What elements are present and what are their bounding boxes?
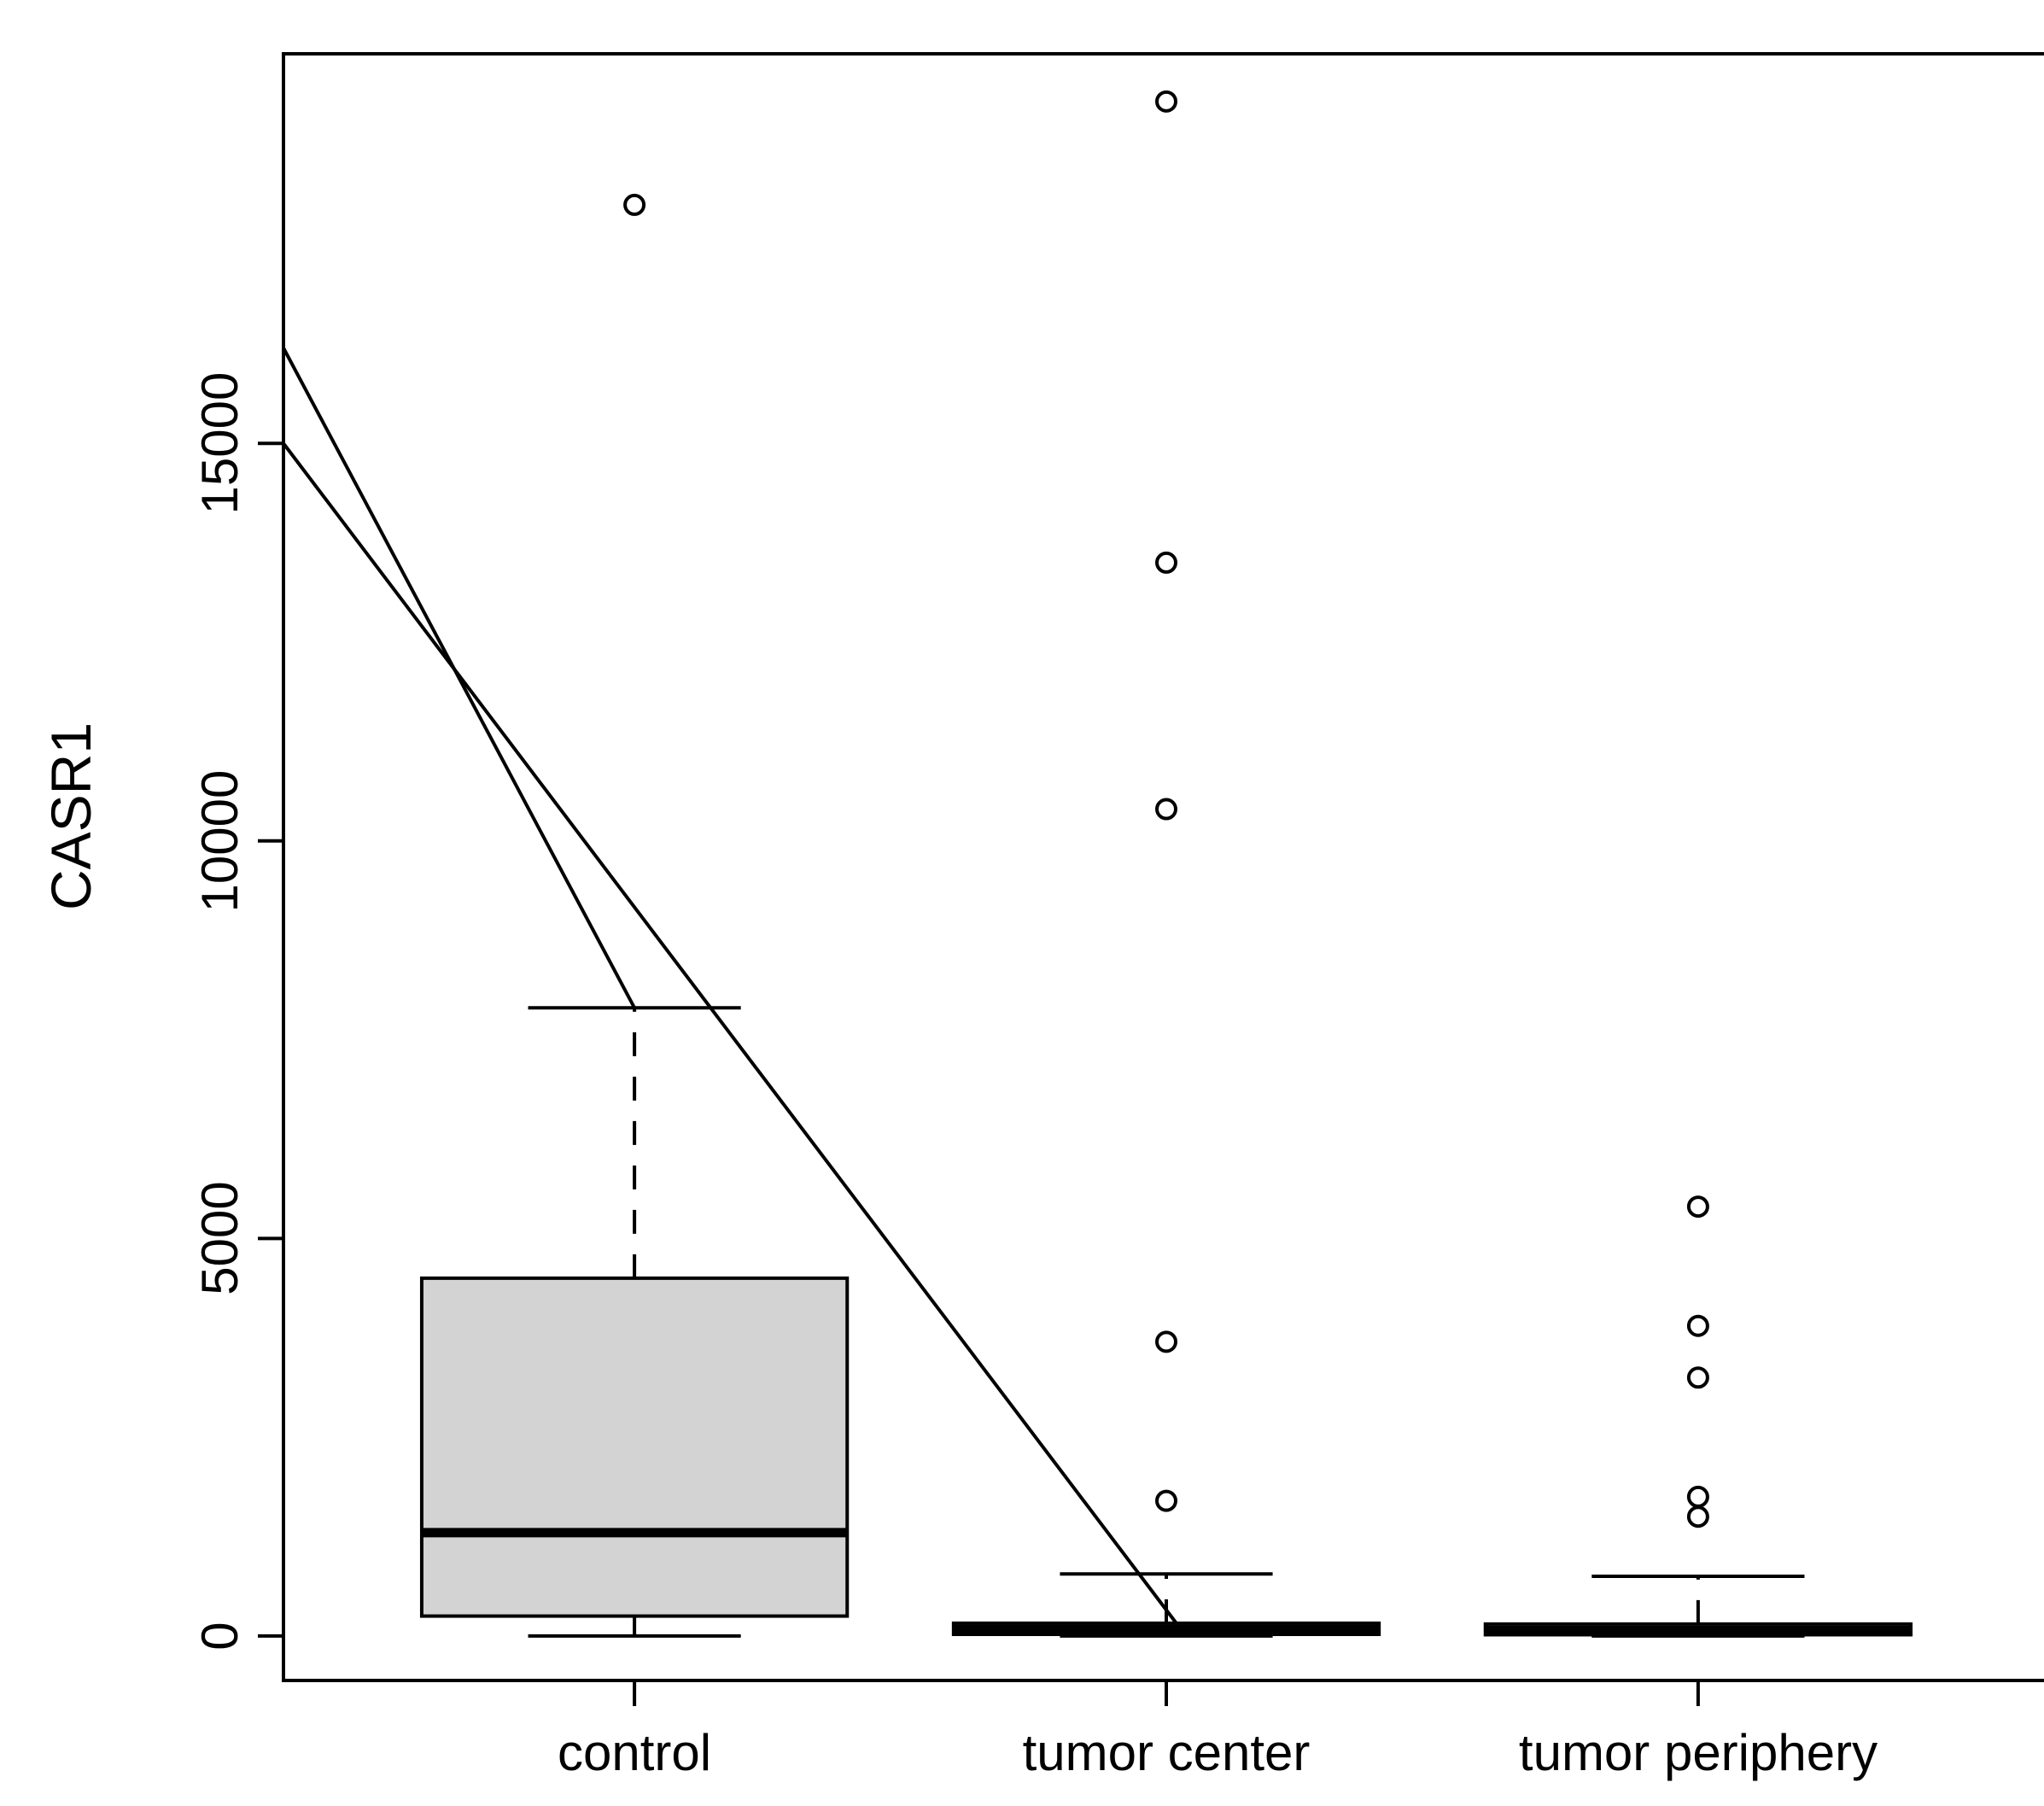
outlier-point bbox=[1155, 551, 1177, 574]
chart-text: 0 5000 10000 15000 control tumor center … bbox=[39, 372, 1878, 1781]
boxplot-svg: 0 5000 10000 15000 control tumor center … bbox=[39, 52, 2044, 1781]
outlier-point bbox=[1686, 1505, 1709, 1528]
annotation-line bbox=[282, 442, 1179, 1626]
y-tick-label: 5000 bbox=[191, 1181, 248, 1295]
outlier-point bbox=[1686, 1485, 1709, 1508]
plot-border bbox=[282, 52, 2044, 1682]
x-tick-label: tumor center bbox=[1023, 1724, 1311, 1781]
y-tick-label: 10000 bbox=[191, 770, 248, 913]
outlier-point bbox=[1686, 1195, 1709, 1219]
outlier-point bbox=[1155, 798, 1177, 821]
y-tick-label: 0 bbox=[191, 1622, 248, 1650]
x-tick-label: control bbox=[558, 1724, 711, 1781]
x-tick-label: tumor periphery bbox=[1519, 1724, 1878, 1781]
box bbox=[419, 1276, 850, 1618]
y-tick-label: 15000 bbox=[191, 372, 248, 515]
y-axis-title: CASR1 bbox=[39, 722, 102, 910]
outlier-point bbox=[1155, 90, 1177, 113]
chart-shapes bbox=[258, 52, 2044, 1706]
outlier-point bbox=[1155, 1489, 1177, 1512]
outlier-point bbox=[1155, 1330, 1177, 1353]
outlier-point bbox=[1686, 1366, 1709, 1389]
boxplot-figure: 0 5000 10000 15000 control tumor center … bbox=[34, 14, 2044, 1792]
outlier-point bbox=[623, 193, 646, 216]
outlier-point bbox=[1686, 1314, 1709, 1337]
